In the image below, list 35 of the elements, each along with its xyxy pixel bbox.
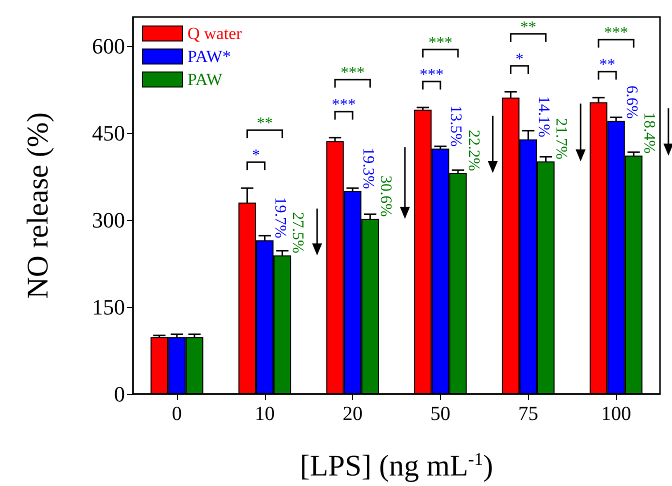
annotation: 19.7% bbox=[272, 196, 289, 238]
legend-label: Q water bbox=[188, 24, 242, 43]
annotation: 30.6% bbox=[376, 176, 394, 217]
annotation: 14.1% bbox=[535, 96, 552, 138]
x-tick-label: 20 bbox=[342, 403, 363, 425]
annotation: ** bbox=[256, 115, 273, 132]
annotation: * bbox=[515, 50, 524, 68]
annotation: 6.6% bbox=[622, 85, 640, 119]
annotation: 13.5% bbox=[447, 105, 464, 147]
annotation: * bbox=[252, 147, 260, 164]
annotation: 19.3% bbox=[359, 148, 376, 189]
x-tick-label: 10 bbox=[254, 403, 275, 425]
legend-label: PAW bbox=[188, 70, 224, 89]
annotation: 27.5% bbox=[289, 212, 306, 254]
annotation: 22.2% bbox=[464, 130, 482, 172]
annotation: *** bbox=[420, 66, 444, 84]
y-tick-label: 600 bbox=[92, 34, 125, 58]
x-tick-label: 100 bbox=[601, 403, 632, 425]
x-tick-label: 75 bbox=[518, 403, 538, 425]
legend-label: PAW* bbox=[188, 47, 231, 66]
y-axis-title: NO release (%) bbox=[22, 112, 54, 299]
annotation: *** bbox=[332, 96, 356, 114]
annotation: 18.4% bbox=[640, 112, 658, 154]
annotation: ** bbox=[599, 56, 616, 74]
annotation: 21.7% bbox=[552, 118, 570, 160]
annotation: ** bbox=[520, 18, 536, 36]
y-tick-label: 300 bbox=[92, 208, 125, 232]
annotation: *** bbox=[604, 24, 628, 42]
y-tick-label: 150 bbox=[92, 294, 125, 320]
x-tick-label: 0 bbox=[172, 403, 182, 425]
x-tick-label: 50 bbox=[430, 403, 450, 425]
annotation: *** bbox=[340, 64, 365, 82]
annotation: *** bbox=[428, 34, 452, 52]
y-tick-label: 0 bbox=[114, 382, 125, 406]
y-tick-label: 450 bbox=[92, 120, 125, 146]
